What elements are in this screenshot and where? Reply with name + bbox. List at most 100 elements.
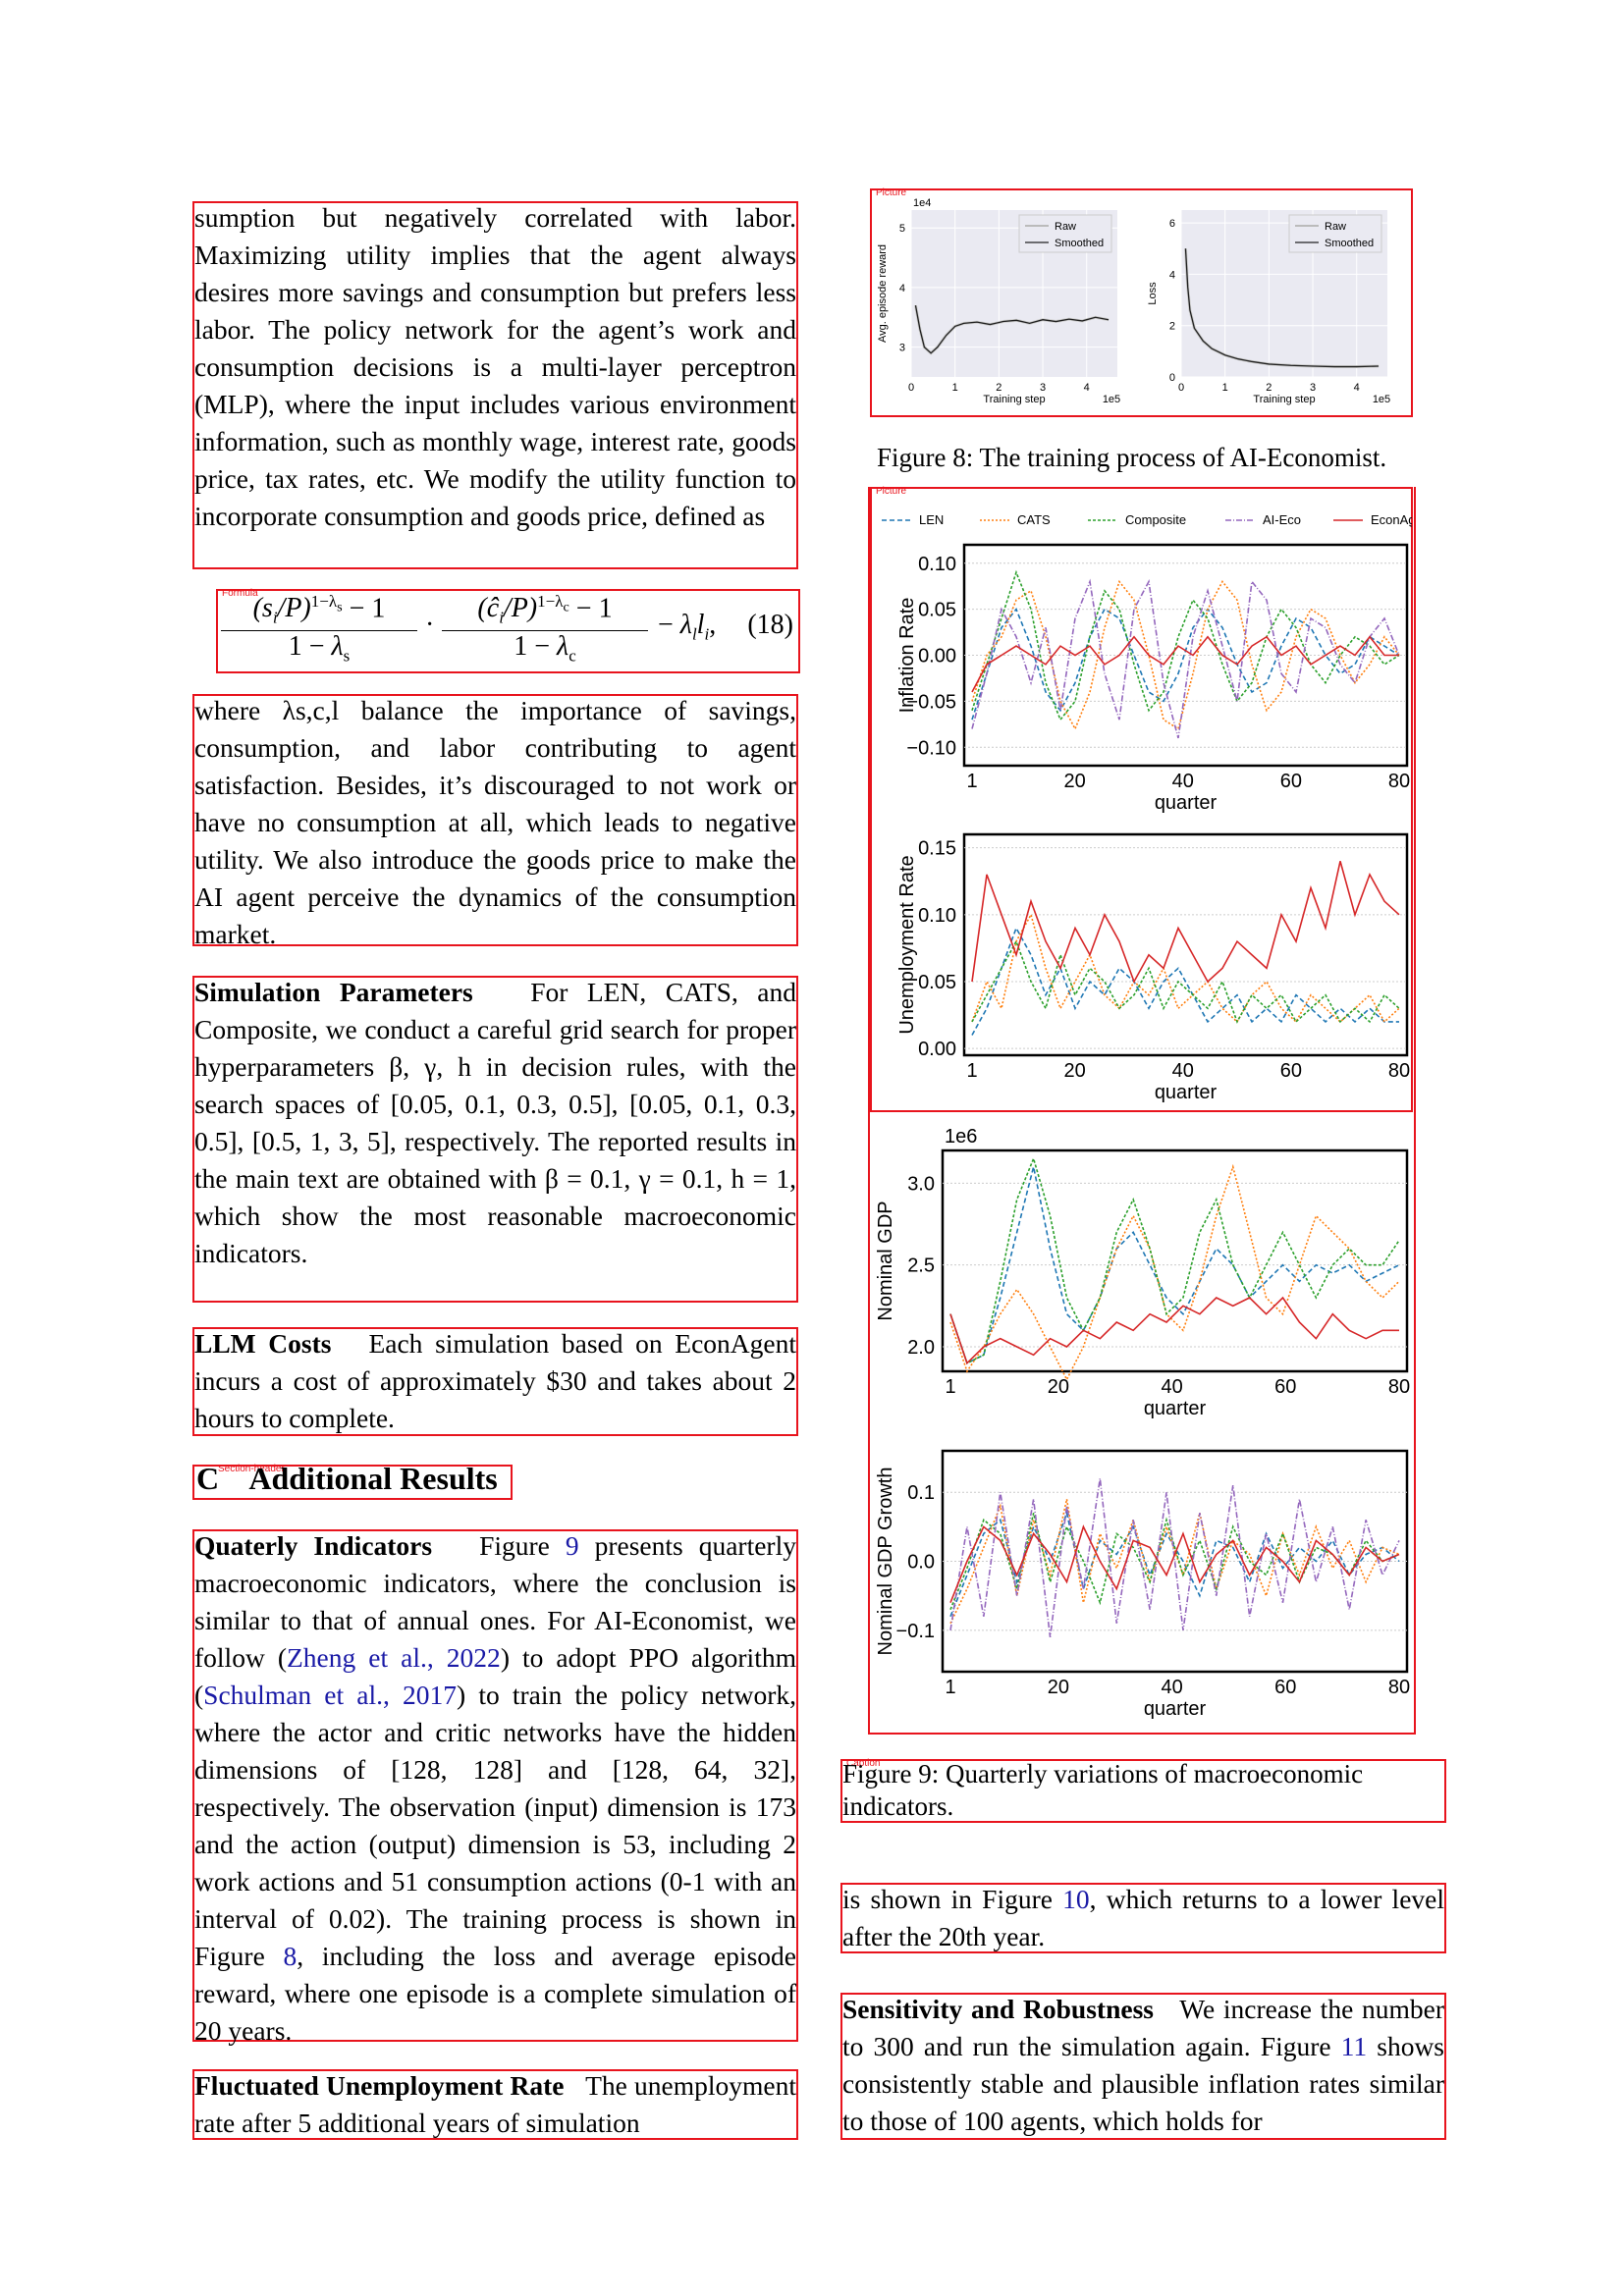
y-tick-label: 3.0 [907, 1173, 935, 1195]
paragraph-llm: LLM Costs Each simulation based on EconA… [194, 1325, 796, 1437]
figure-8-chart: 0 1 2 3 4 3 4 5 Raw Smoothed Training step 1e5 1e4 Av… [877, 197, 1390, 405]
x-tick-label: 80 [1388, 771, 1410, 792]
series-line-ai-eco [971, 578, 1400, 739]
y-tick-label: 0.1 [907, 1482, 935, 1504]
y-tick-label: 0.05 [918, 600, 956, 621]
series-line-ai-eco [949, 1478, 1400, 1637]
figure-10-link[interactable]: 10 [1062, 1884, 1090, 1914]
y-tick-label: 4 [1169, 269, 1175, 281]
y-tick-label: 2.0 [907, 1337, 935, 1359]
x-tick-label: 60 [1280, 771, 1302, 792]
paragraph-box-unemployment [192, 2069, 798, 2140]
x-tick-label: 20 [1048, 1677, 1069, 1698]
y-tick-label: −0.05 [906, 691, 956, 713]
y-tick-label: 4 [899, 283, 905, 294]
figure-8-box: Picture [870, 188, 1413, 417]
x-tick-label: 1 [952, 382, 958, 394]
x-tick-label: 80 [1388, 1376, 1410, 1398]
y-axis-label: Loss [1147, 282, 1159, 305]
section-header-box: Section-header [192, 1465, 513, 1500]
x-tick-label: 4 [1084, 382, 1090, 394]
y-tick-label: 2.5 [907, 1255, 935, 1277]
simulation-text: For LEN, CATS, and Composite, we conduct… [194, 977, 797, 1268]
x-tick-label: 60 [1274, 1677, 1296, 1698]
panel-inflation: 0.10 0.05 0.00 −0.05 −0.10 1 20 40 60 80 quarter In… [896, 543, 1410, 814]
legend-label-cats: CATS [1017, 512, 1051, 527]
x-axis-label: quarter [1144, 1698, 1207, 1720]
paragraph-box-simulation [192, 976, 798, 1303]
caption-tag: Caption [846, 1758, 881, 1769]
x-tick-label: 60 [1280, 1060, 1302, 1082]
training-reward-panel: 0 1 2 3 4 3 4 5 Raw Smoothed Training step 1e5 1e4 Av… [877, 197, 1120, 405]
x-tick-label: 80 [1388, 1060, 1410, 1082]
citation-schulman-link[interactable]: Schulman et al., 2017 [203, 1680, 458, 1710]
panel-nominal-gdp-growth: 0.1 0.0 −0.1 1 20 40 60 80 quarter Nominal GDP Gr… [875, 1449, 1410, 1720]
legend-raw-label: Raw [1325, 221, 1346, 233]
x-tick-label: 3 [1310, 382, 1316, 394]
y-offset-label: 1e6 [945, 1126, 977, 1148]
series-line-len [949, 1166, 1400, 1364]
quarterly-title: Quaterly Indicators [194, 1530, 433, 1561]
x-tick-label: 4 [1354, 382, 1360, 394]
x-tick-label: 1 [966, 1060, 977, 1082]
x-tick-label: 0 [908, 382, 914, 394]
fraction-consumption: (ĉi/P)1−λc − 1 1 − λc [442, 592, 648, 667]
series-line-composite [971, 569, 1400, 721]
series-line-cats [949, 1163, 1400, 1382]
x-tick-label: 80 [1388, 1677, 1410, 1698]
x-tick-label: 40 [1161, 1376, 1182, 1398]
legend-label-composite: Composite [1125, 512, 1186, 527]
figure-9-caption: Figure 9: Quarterly variations of macroe… [842, 1759, 1364, 1821]
smoothed-line [1184, 248, 1380, 368]
x-axis-label: quarter [1155, 792, 1218, 814]
figure-9-caption-box: Caption [840, 1759, 1446, 1823]
section-heading: C Additional Results [196, 1461, 498, 1496]
figure-8-caption: Figure 8: The training process of AI-Eco… [877, 443, 1387, 472]
plot-frame [962, 832, 1409, 1057]
legend-label-econagent: EconAgent [1371, 512, 1412, 527]
y-tick-label: 0.10 [918, 905, 956, 927]
y-axis-label: Avg. episode reward [877, 244, 889, 343]
x-tick-label: 20 [1048, 1376, 1069, 1398]
paragraph-box-lambda [192, 694, 798, 946]
series-line-econagent [949, 1524, 1400, 1603]
x-axis-label: quarter [1155, 1082, 1218, 1103]
x-tick-label: 40 [1172, 1060, 1194, 1082]
x-tick-label: 3 [1040, 382, 1046, 394]
y-tick-label: 0.15 [918, 838, 956, 860]
series-line-econagent [971, 861, 1400, 984]
smoothed-line [914, 305, 1110, 354]
x-tick-label: 2 [1266, 382, 1272, 394]
figure-8-link[interactable]: 8 [283, 1941, 298, 1971]
y-tick-label: 3 [899, 343, 905, 354]
y-axis-label: Unemployment Rate [896, 855, 918, 1034]
training-loss-panel: 0 1 2 3 4 0 2 4 6 Raw Smoothed Training step 1e5 Loss [1147, 210, 1390, 405]
y-tick-label: 5 [899, 223, 905, 235]
x-tick-label: 60 [1274, 1376, 1296, 1398]
paragraph-lambda: where λs,c,l balance the importance of s… [194, 695, 796, 949]
paragraph-simulation: Simulation Parameters For LEN, CATS, and… [194, 974, 796, 1272]
y-axis-label: Nominal GDP Growth [875, 1468, 896, 1656]
panel-unemployment: 0.15 0.10 0.05 0.00 1 20 40 60 80 quarter Unemploy… [896, 832, 1410, 1103]
y-offset-label: 1e4 [913, 197, 931, 209]
x-tick-label: 1 [945, 1376, 955, 1398]
citation-zheng-link[interactable]: Zheng et al., 2022 [287, 1642, 501, 1673]
x-tick-label: 40 [1172, 771, 1194, 792]
figure-11-link[interactable]: 11 [1340, 2031, 1368, 2061]
x-tick-label: 1 [966, 771, 977, 792]
unemployment-text: The unemployment rate after 5 additional… [194, 2070, 796, 2138]
x-axis-label: quarter [1144, 1398, 1207, 1419]
figure-9-top-box: Picture [870, 487, 1413, 1112]
figure-9-outer-box [868, 487, 1416, 1735]
paragraph-unemployment: Fluctuated Unemployment Rate The unemplo… [194, 2067, 796, 2142]
legend-label-len: LEN [919, 512, 944, 527]
y-tick-label: 0.10 [918, 554, 956, 575]
y-tick-label: 0 [1169, 372, 1175, 384]
figure-9-link[interactable]: 9 [565, 1530, 579, 1561]
legend-box [1288, 214, 1382, 253]
section-header-tag: Section-header [218, 1464, 285, 1474]
x-offset-label: 1e5 [1103, 394, 1120, 405]
x-tick-label: 1 [945, 1677, 955, 1698]
llm-title: LLM Costs [194, 1328, 332, 1359]
legend-smoothed-label: Smoothed [1055, 238, 1104, 249]
